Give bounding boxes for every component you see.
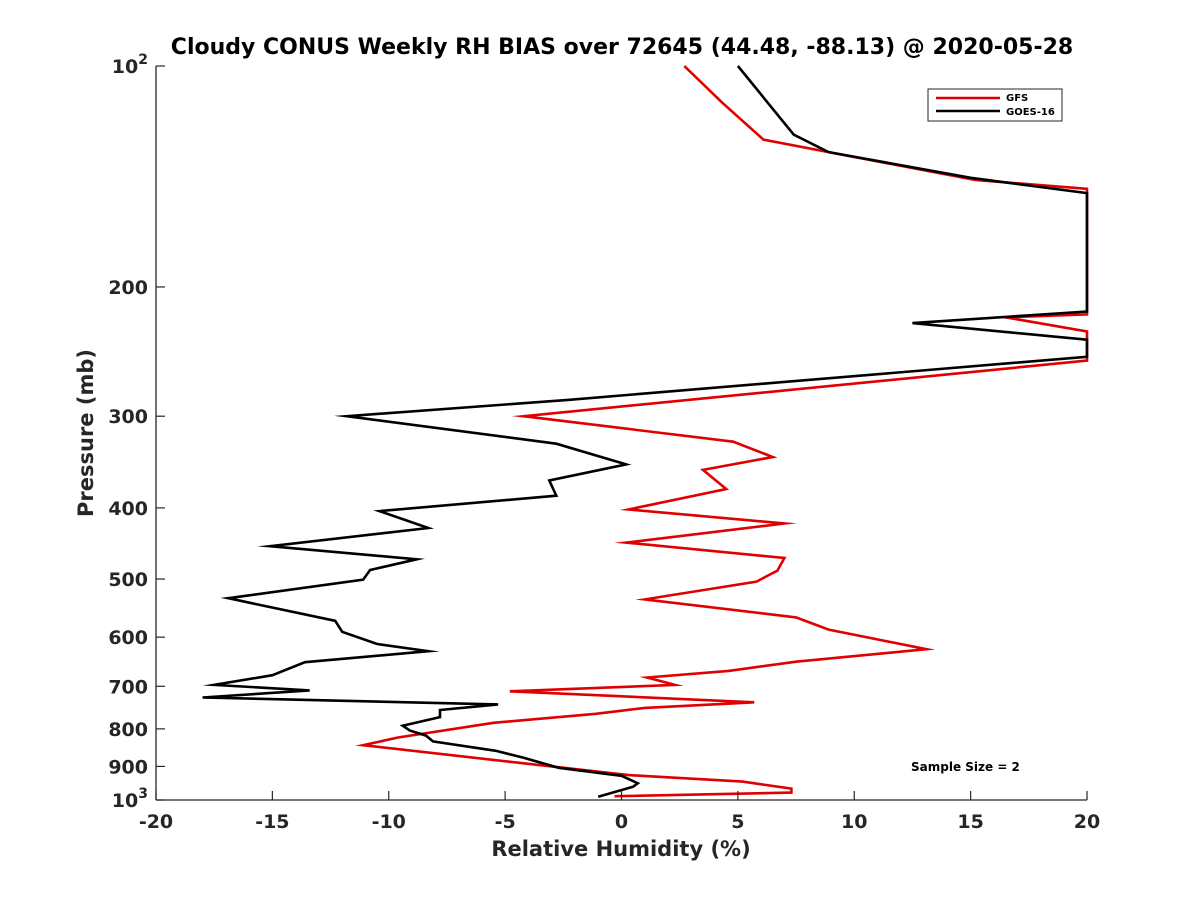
- y-tick-label: 103: [112, 786, 148, 812]
- x-tick-label: -15: [255, 811, 289, 833]
- series-layer: [202, 65, 1089, 799]
- x-tick-label: -5: [495, 811, 516, 833]
- x-tick-label: 0: [615, 811, 628, 833]
- y-tick-label: 300: [108, 406, 148, 428]
- y-axis-label: Pressure (mb): [74, 349, 98, 517]
- y-tick-label: 400: [108, 498, 148, 520]
- chart-title: Cloudy CONUS Weekly RH BIAS over 72645 (…: [171, 35, 1073, 60]
- y-tick-label: 102: [112, 52, 148, 78]
- y-tick-label: 800: [108, 719, 148, 741]
- x-tick-label: 10: [841, 811, 867, 833]
- x-axis-label: Relative Humidity (%): [491, 837, 750, 861]
- legend: GFS GOES-16: [927, 88, 1063, 122]
- series-line-goes16: [202, 65, 1089, 799]
- y-tick-label: 500: [108, 569, 148, 591]
- x-tick-label: 20: [1074, 811, 1100, 833]
- legend-label-goes16: GOES-16: [1006, 107, 1055, 118]
- y-tick-label: 900: [108, 756, 148, 778]
- series-line-gfs: [355, 65, 1089, 798]
- x-tick-label: -20: [139, 811, 173, 833]
- y-ticks: 102 200 300 400 500 600 700 800 900 103: [108, 52, 165, 812]
- y-tick-label: 200: [108, 277, 148, 299]
- y-tick-label: 700: [108, 676, 148, 698]
- x-ticks: -20 -15 -10 -5 0 5 10 15 20: [139, 791, 1100, 833]
- x-tick-label: 5: [731, 811, 744, 833]
- legend-label-gfs: GFS: [1006, 93, 1028, 104]
- x-tick-label: 15: [957, 811, 983, 833]
- x-tick-label: -10: [372, 811, 406, 833]
- sample-size-annotation: Sample Size = 2: [911, 760, 1020, 774]
- y-tick-label: 600: [108, 627, 148, 649]
- legend-box: [927, 88, 1063, 122]
